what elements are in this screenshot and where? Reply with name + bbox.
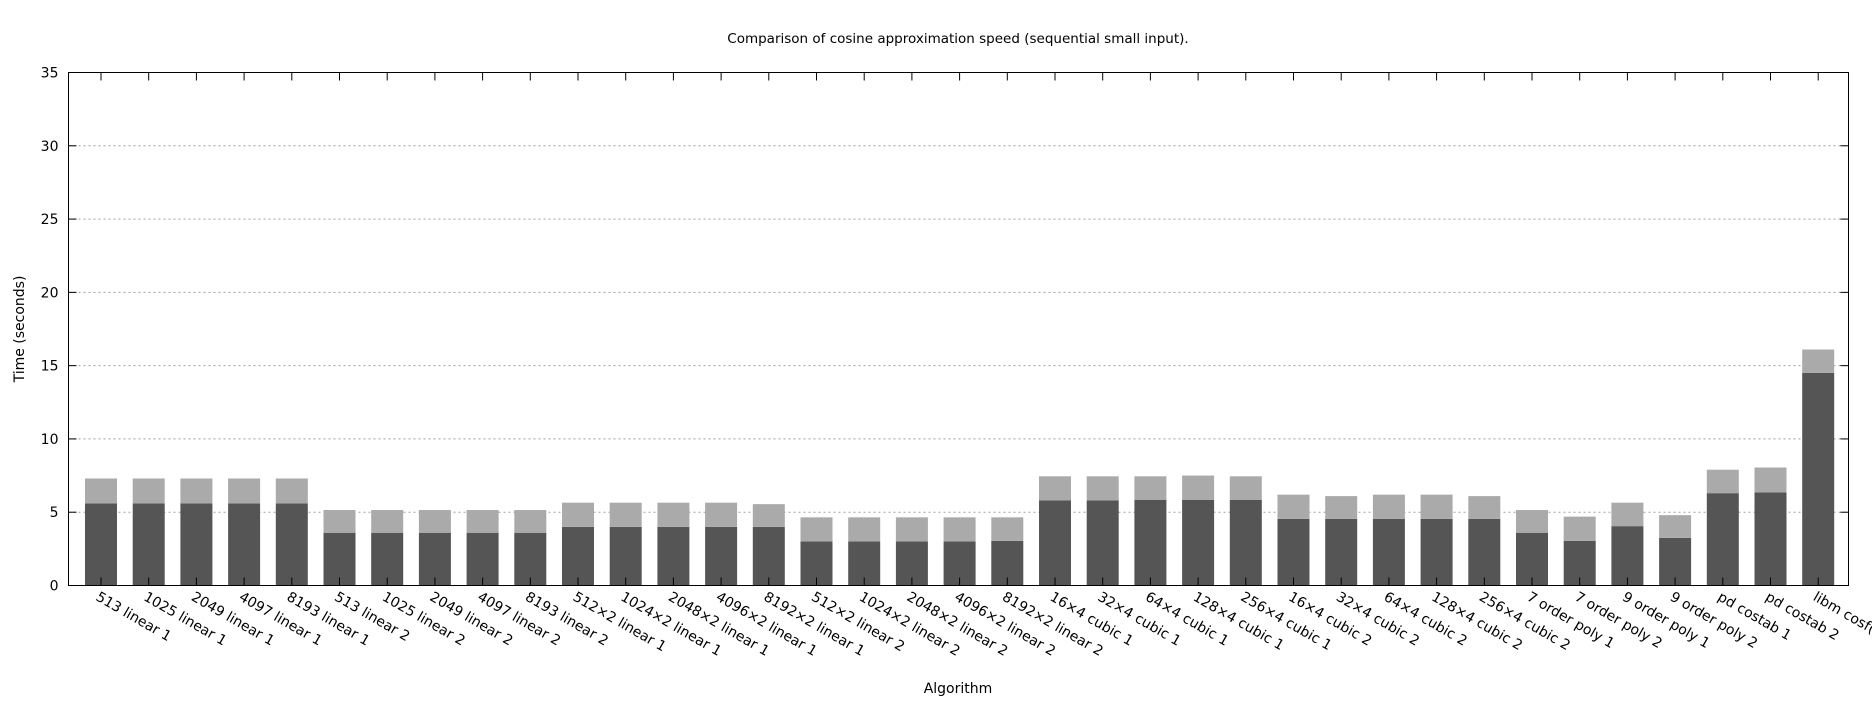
bar-segment-upper	[275, 478, 308, 504]
bar-segment-upper	[1754, 467, 1787, 493]
bar-segment-lower	[1706, 493, 1739, 586]
bar-segment-upper	[466, 510, 499, 533]
bar-segment-upper	[180, 478, 213, 504]
y-tick-label: 15	[41, 359, 59, 375]
bar-segment-upper	[371, 510, 404, 533]
plot-frame	[68, 72, 1849, 586]
bar-segment-upper	[1277, 494, 1310, 519]
bar-segment-lower	[657, 526, 690, 586]
bar-segment-lower	[514, 532, 547, 586]
x-axis-title: Algorithm	[924, 681, 993, 697]
bar-segment-upper	[228, 478, 261, 504]
bar-segment-upper	[1325, 496, 1358, 519]
bar-segment-upper	[132, 478, 165, 504]
grid	[68, 145, 1849, 513]
bar-segment-lower	[1277, 518, 1310, 586]
bar-segment-upper	[323, 510, 356, 533]
bar-segment-lower	[1516, 532, 1548, 586]
bar-segment-upper	[1611, 502, 1644, 527]
bar-segment-upper	[85, 478, 117, 504]
bar-segment-lower	[1134, 499, 1167, 586]
bar-segment-lower	[705, 526, 738, 586]
bar-segment-lower	[1611, 526, 1644, 586]
bar-segment-lower	[1039, 500, 1071, 586]
bar-segment-lower	[371, 532, 404, 586]
y-tick-label: 10	[41, 432, 59, 448]
bar-segment-lower	[466, 532, 499, 586]
bar-segment-upper	[418, 510, 451, 533]
bar-segment-upper	[1134, 476, 1167, 500]
bars	[85, 349, 1835, 586]
bar-segment-lower	[275, 503, 308, 586]
bar-segment-lower	[418, 532, 451, 586]
bar-segment-lower	[323, 532, 356, 586]
bar-segment-lower	[1372, 518, 1405, 586]
bar-segment-upper	[1372, 494, 1405, 519]
bar-segment-lower	[562, 526, 594, 586]
bar-segment-upper	[752, 504, 785, 527]
bar-segment-lower	[1229, 499, 1262, 586]
bar-segment-upper	[991, 517, 1024, 541]
bar-segment-upper	[1182, 475, 1215, 500]
bar-segment-lower	[752, 526, 785, 586]
bar-segment-lower	[180, 503, 213, 586]
y-tick-label: 30	[41, 139, 59, 155]
bar-segment-upper	[1468, 496, 1501, 519]
bar-segment-upper	[895, 517, 928, 542]
y-axis: 0 5 10 15 20 25 30 35	[41, 66, 1849, 595]
bar-segment-lower	[1468, 518, 1501, 586]
bar-segment-upper	[1706, 469, 1739, 494]
bar-segment-upper	[514, 510, 547, 533]
bar-segment-upper	[1039, 476, 1071, 501]
bar-segment-lower	[1802, 372, 1835, 586]
chart-title: Comparison of cosine approximation speed…	[727, 31, 1188, 47]
bar-segment-upper	[562, 502, 594, 527]
bar-segment-upper	[1516, 510, 1548, 533]
y-tick-label: 5	[50, 505, 59, 521]
bar-segment-lower	[609, 526, 642, 586]
bar-segment-upper	[705, 502, 738, 527]
bar-segment-lower	[1086, 500, 1119, 586]
bar-segment-upper	[1802, 349, 1835, 373]
y-tick-label: 35	[41, 66, 59, 82]
bar-segment-upper	[1563, 516, 1596, 541]
bar-segment-lower	[228, 503, 261, 586]
bar-segment-upper	[657, 502, 690, 527]
bar-segment-upper	[1229, 476, 1262, 500]
bar-segment-lower	[132, 503, 165, 586]
bar-segment-lower	[1420, 518, 1453, 586]
y-tick-label: 25	[41, 212, 59, 228]
bar-segment-lower	[1325, 518, 1358, 586]
y-axis-title: Time (seconds)	[12, 276, 28, 384]
y-tick-label: 20	[41, 285, 59, 301]
bar-segment-upper	[1659, 515, 1692, 538]
bar-segment-upper	[1086, 476, 1119, 501]
bar-segment-lower	[1754, 492, 1787, 586]
bar-segment-lower	[85, 503, 117, 586]
bar-segment-upper	[609, 502, 642, 527]
y-tick-label: 0	[50, 579, 59, 595]
bar-segment-upper	[943, 517, 976, 542]
bar-segment-lower	[1182, 499, 1215, 586]
bar-segment-upper	[800, 517, 833, 542]
bar-segment-upper	[848, 517, 881, 542]
bar-segment-upper	[1420, 494, 1453, 519]
